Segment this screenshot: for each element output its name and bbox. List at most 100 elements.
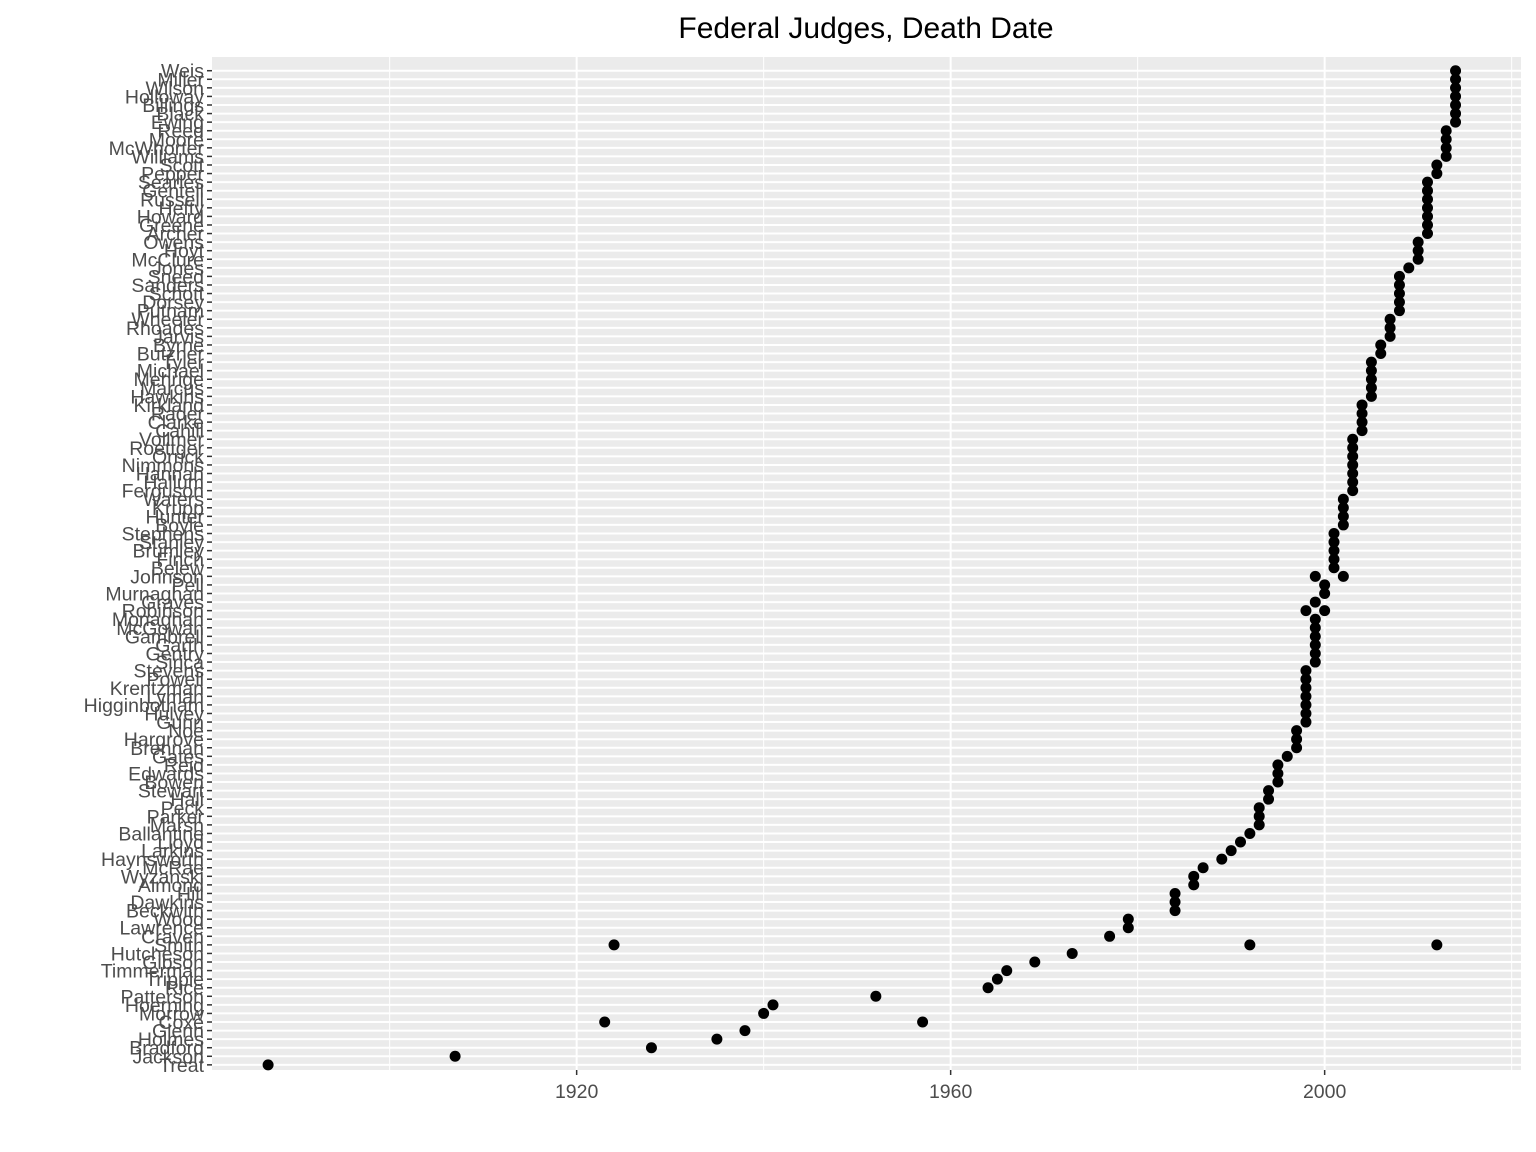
y-tick-label: Gentry (145, 643, 204, 665)
data-point (1263, 785, 1275, 797)
y-tick-label: Edwards (128, 763, 204, 785)
x-axis: 1920 1960 2000 (555, 1070, 1346, 1103)
data-point (1104, 930, 1116, 942)
data-point (1328, 545, 1340, 557)
y-tick-label: Wheeler (131, 309, 204, 331)
y-tick-label: Belew (151, 558, 205, 580)
data-point (1300, 707, 1312, 719)
data-point (1375, 348, 1387, 360)
data-point (711, 1033, 723, 1045)
y-tick-label: Byrne (153, 335, 204, 357)
data-point (870, 990, 882, 1002)
data-point (1300, 699, 1312, 711)
y-tick-label: Pepper (141, 164, 204, 186)
data-point (1309, 656, 1321, 668)
y-tick-label: Reid (164, 755, 204, 777)
data-point (1440, 150, 1452, 162)
y-tick-label: Krupp (152, 498, 204, 520)
y-tick-label: Ferguson (122, 481, 204, 503)
y-tick-label: Russell (140, 189, 204, 211)
data-point (1422, 185, 1433, 197)
y-tick-label: Gambrell (125, 626, 204, 648)
data-point (1347, 450, 1359, 462)
data-point (991, 973, 1003, 985)
y-tick-label: Nimmons (122, 455, 205, 477)
y-tick-label: Scott (160, 155, 205, 177)
data-point (1309, 639, 1321, 651)
y-tick-label: Hutcheson (111, 943, 204, 965)
y-tick-label: Archer (147, 224, 205, 246)
y-tick-label: Rader (151, 404, 205, 426)
y-tick-label: Michael (137, 361, 204, 383)
data-point (1272, 767, 1284, 779)
y-tick-label: Stanley (139, 532, 204, 554)
data-point (1422, 176, 1433, 188)
data-point (1422, 193, 1433, 205)
y-tick-label: Ewing (151, 112, 204, 134)
data-point (1001, 965, 1013, 977)
data-point (1347, 485, 1359, 497)
data-point (1169, 896, 1181, 908)
y-tick-label: Miller (157, 69, 204, 91)
y-tick-label: Hargrove (124, 729, 204, 751)
data-point (1393, 288, 1405, 300)
data-point (1309, 647, 1321, 659)
data-point (1431, 159, 1443, 171)
data-point (1356, 408, 1368, 420)
y-tick-label: Gunn (156, 712, 204, 734)
data-point (1300, 716, 1312, 728)
y-tick-label: Peck (161, 798, 205, 820)
data-point (1253, 802, 1265, 814)
data-point (1393, 279, 1405, 291)
data-point (1422, 210, 1433, 222)
y-tick-label: Murnaghan (105, 583, 204, 605)
y-tick-label: Schott (149, 284, 205, 306)
data-point (758, 1007, 770, 1019)
y-tick-label: Howard (137, 206, 204, 228)
y-tick-label: Dorsey (142, 292, 204, 314)
y-tick-label: Billings (142, 95, 204, 117)
data-point (1450, 90, 1462, 102)
y-tick-label: Robinson (122, 601, 204, 623)
data-point (1263, 793, 1275, 805)
data-point (1309, 613, 1321, 625)
data-point (1393, 270, 1405, 282)
data-point (1309, 622, 1321, 634)
data-point (1412, 253, 1424, 265)
y-tick-label: Jones (152, 258, 204, 280)
data-point (1272, 776, 1284, 788)
data-point (1337, 502, 1349, 514)
data-point (1244, 827, 1256, 839)
data-point (1450, 65, 1462, 77)
y-tick-label: Clarke (148, 412, 204, 434)
y-tick-label: Hawkins (130, 386, 204, 408)
y-tick-label: Beckwith (126, 901, 204, 923)
y-tick-label: Boyle (155, 515, 204, 537)
data-point (1356, 425, 1368, 437)
data-point (1384, 322, 1396, 334)
y-tick-label: Patterson (121, 986, 204, 1008)
data-point (1365, 373, 1377, 385)
y-tick-label: Smith (154, 935, 204, 957)
data-point (1337, 493, 1349, 505)
y-tick-label: Hill (177, 883, 204, 905)
y-tick-label: Holloway (125, 86, 204, 108)
data-point (1356, 399, 1368, 411)
data-point (1300, 665, 1312, 677)
data-point (1347, 442, 1359, 454)
data-point (1291, 733, 1303, 745)
data-point (1216, 853, 1228, 865)
y-tick-label: Holmes (138, 1029, 204, 1051)
y-tick-label: Hannah (136, 464, 204, 486)
data-point (1337, 570, 1349, 582)
data-point (1365, 382, 1377, 394)
y-tick-label: Lloyd (157, 832, 204, 854)
data-point (1169, 905, 1181, 917)
data-points (262, 65, 1462, 1071)
y-tick-label: Roettger (129, 438, 204, 460)
y-tick-label: Black (156, 104, 204, 126)
y-tick-label: Hoerning (125, 995, 204, 1017)
y-tick-label: Williams (131, 146, 204, 168)
data-point (1403, 262, 1415, 274)
data-point (1356, 416, 1368, 428)
